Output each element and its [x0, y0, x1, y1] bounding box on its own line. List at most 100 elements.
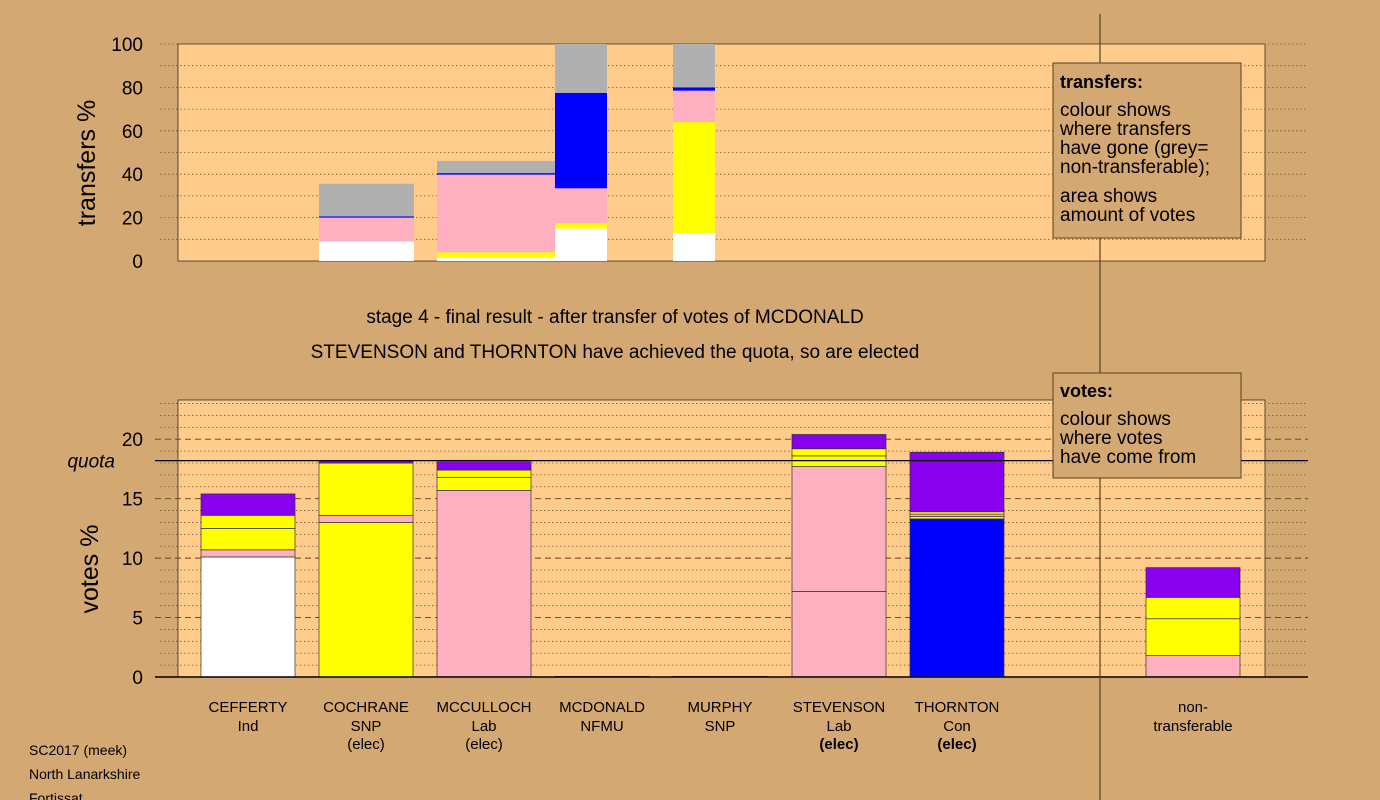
transfers-y-tick-label: 60 [122, 122, 143, 143]
transfers-y-tick-label: 40 [122, 165, 143, 186]
candidate-name: STEVENSON [793, 699, 886, 716]
vote-segment-cefferty [200, 528, 296, 551]
vote-segment-cochrane [318, 462, 414, 516]
votes-y-tick-label: 5 [132, 609, 143, 630]
votes-y-tick-label: 0 [132, 668, 143, 689]
transfer-segment-cochrane [319, 217, 414, 242]
transfer-segment-murphy [673, 232, 715, 261]
candidate-name: MCCULLOCH [436, 699, 531, 716]
candidate-status: (elec) [937, 736, 976, 753]
legend-line: have come from [1060, 447, 1196, 468]
transfers-legend-box [1052, 62, 1242, 239]
candidate-party: SNP [705, 718, 736, 735]
candidate-name: CEFFERTY [209, 699, 288, 716]
candidate-party: transferable [1153, 718, 1232, 735]
vote-segment-stevenson [791, 466, 887, 592]
footer-line: Fortissat [29, 790, 83, 800]
candidate-party: NFMU [580, 718, 623, 735]
transfer-segment-mcdonald [555, 188, 607, 224]
candidate-status: (elec) [465, 736, 503, 753]
vote-segment-mcculloch [436, 490, 532, 678]
legend-line: area shows [1060, 186, 1157, 207]
candidate-party: Con [943, 718, 971, 735]
transfer-segment-murphy [673, 87, 715, 91]
quota-label: quota [67, 452, 115, 473]
votes-legend-box [1052, 372, 1242, 479]
transfers-y-ticks: 0 20 40 60 80 100 [111, 35, 143, 273]
vote-segment-cefferty [200, 514, 296, 529]
transfer-segment-mcculloch [437, 257, 574, 261]
legend-line: have gone (grey= [1060, 138, 1208, 159]
votes-y-tick-label: 20 [122, 430, 143, 451]
vote-segment-cefferty [200, 556, 296, 678]
vote-segment-thornton [909, 518, 1005, 678]
candidate-party: Lab [471, 718, 496, 735]
vote-segment-thornton [909, 513, 1005, 517]
candidate-status: (elec) [819, 736, 858, 753]
transfer-segment-murphy [673, 90, 715, 123]
transfer-segment-mcdonald [555, 92, 607, 189]
legend-title: votes: [1060, 381, 1113, 401]
transfer-segment-mcdonald [555, 228, 607, 261]
vote-segment-mcculloch [436, 469, 532, 478]
candidate-name: MURPHY [687, 699, 752, 716]
candidate-labels: CEFFERTYIndCOCHRANESNP(elec)MCCULLOCHLab… [209, 699, 1233, 753]
stage-subtitle: STEVENSON and THORNTON have achieved the… [311, 342, 920, 363]
vote-segment-cochrane [318, 522, 414, 678]
transfer-segment-murphy [673, 44, 715, 88]
vote-segment-stevenson [791, 591, 887, 678]
vote-segment-non [1145, 567, 1241, 598]
transfer-segment-cochrane [319, 183, 414, 217]
transfers-y-tick-label: 100 [111, 35, 143, 56]
transfers-bars [319, 44, 715, 261]
transfers-y-tick-label: 20 [122, 209, 143, 230]
transfer-segment-mcdonald [555, 223, 607, 229]
candidate-status: (elec) [347, 736, 385, 753]
candidate-name: COCHRANE [323, 699, 409, 716]
candidate-party: SNP [351, 718, 382, 735]
footer: SC2017 (meek) North Lanarkshire Fortissat [29, 742, 140, 800]
transfer-segment-mcculloch [437, 252, 574, 258]
candidate-party: Lab [826, 718, 851, 735]
vote-segment-non [1145, 596, 1241, 620]
vote-segment-cochrane [318, 514, 414, 523]
candidate-name: non- [1178, 699, 1208, 716]
footer-line: North Lanarkshire [29, 766, 140, 782]
votes-chart: 0 5 10 15 20 quota votes % CEFFERTY Ind COCHRA… [67, 399, 1308, 753]
vote-segment-cefferty [200, 549, 296, 558]
legend-line: where votes [1059, 428, 1162, 449]
vote-segment-cefferty [200, 493, 296, 516]
votes-y-tick-label: 15 [122, 490, 143, 511]
transfer-segment-cochrane [319, 216, 414, 218]
legend-title: transfers: [1060, 72, 1143, 92]
transfer-segment-murphy [673, 122, 715, 233]
legend-line: colour shows [1060, 409, 1171, 430]
vote-segment-mcculloch [436, 476, 532, 491]
transfers-y-tick-label: 80 [122, 78, 143, 99]
candidate-name: MCDONALD [559, 699, 645, 716]
transfer-segment-mcdonald [555, 44, 607, 93]
footer-line: SC2017 (meek) [29, 742, 127, 758]
stage-title: stage 4 - final result - after transfer … [366, 307, 863, 328]
transfer-segment-mcculloch [437, 174, 574, 253]
vote-segment-stevenson [791, 434, 887, 450]
candidate-name: THORNTON [915, 699, 1000, 716]
transfer-segment-mcculloch [437, 173, 574, 175]
vote-segment-thornton [909, 511, 1005, 515]
vote-segment-non [1145, 618, 1241, 656]
transfer-segment-mcculloch [437, 160, 574, 174]
votes-y-ticks: 0 5 10 15 20 [122, 430, 143, 689]
transfer-segment-cochrane [319, 241, 414, 261]
transfers-y-axis-title: transfers % [73, 100, 101, 226]
vote-segment-stevenson [791, 448, 887, 457]
legend-line: non-transferable); [1060, 157, 1210, 178]
vote-segment-non [1145, 655, 1241, 678]
legend-line: colour shows [1060, 100, 1171, 121]
legend-line: amount of votes [1060, 205, 1195, 226]
vote-segment-mcculloch [436, 461, 532, 471]
votes-y-axis-title: votes % [76, 525, 104, 614]
vote-segment-thornton [909, 516, 1005, 520]
